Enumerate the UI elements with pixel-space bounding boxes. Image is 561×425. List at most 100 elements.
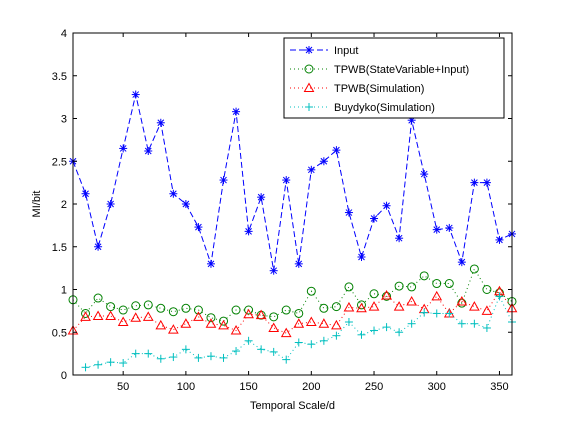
circle-shape	[469, 264, 479, 274]
data-point	[382, 323, 391, 332]
data-point	[344, 208, 353, 217]
circle-shape	[344, 282, 354, 292]
series-3	[67, 285, 518, 338]
star-stroke	[270, 267, 278, 275]
triangle-shape	[117, 316, 129, 326]
triangle-shape	[92, 310, 104, 321]
data-point	[93, 293, 103, 303]
y-tick-label: 1	[61, 285, 67, 297]
triangle-shape	[180, 318, 192, 328]
legend-item: TPWB(StateVariable+Input)	[290, 64, 469, 76]
data-point	[482, 323, 491, 332]
data-point	[394, 281, 404, 291]
star-stroke	[345, 209, 353, 216]
legend-box	[283, 37, 505, 119]
axes-layer: 50 100 150 200 250 300 350 0 0.5 1 1.5 2 2.5 3 3.5 4	[52, 28, 513, 393]
circle-shape	[382, 291, 392, 301]
data-point	[332, 331, 341, 340]
triangle-shape	[130, 312, 142, 322]
circle-shape	[231, 305, 241, 315]
data-point	[344, 317, 353, 326]
data-point	[319, 157, 328, 166]
data-point	[118, 305, 128, 315]
data-point	[381, 289, 392, 300]
legend: Input TPWB(StateVariable+Input) TPWB(Simul…	[283, 37, 505, 119]
legend-item: TPWB(Simulation)	[290, 82, 424, 95]
triangle-shape	[230, 325, 242, 335]
triangle-shape	[343, 301, 355, 312]
data-point	[319, 303, 329, 313]
data-point	[180, 318, 192, 328]
circle-shape	[269, 312, 279, 322]
data-point	[331, 302, 341, 312]
circle-shape	[394, 281, 404, 291]
data-point	[495, 292, 504, 301]
data-point	[420, 308, 429, 317]
y-tick-label: 2	[61, 199, 67, 211]
data-point	[106, 358, 115, 367]
star-stroke	[245, 228, 252, 235]
series-3-line	[72, 290, 513, 334]
data-point	[407, 282, 417, 292]
circle-shape	[304, 64, 314, 74]
data-point	[432, 225, 441, 234]
star-stroke	[395, 234, 403, 242]
triangle-shape	[356, 302, 367, 313]
data-point	[144, 146, 153, 155]
star-stroke	[433, 226, 441, 234]
star-stroke	[144, 147, 152, 155]
triangle-shape	[469, 301, 480, 311]
star-stroke	[257, 193, 265, 201]
star-stroke	[157, 119, 165, 127]
data-point	[230, 325, 242, 335]
data-point	[456, 295, 468, 306]
circle-shape	[419, 271, 429, 281]
data-point	[131, 301, 141, 311]
x-tick-label: 200	[302, 381, 320, 393]
star-stroke	[207, 260, 215, 268]
data-point	[244, 305, 254, 315]
data-point	[482, 285, 492, 294]
data-point	[331, 319, 342, 330]
star-stroke	[420, 170, 428, 178]
data-point	[457, 319, 466, 328]
data-point	[119, 359, 128, 368]
data-point	[155, 319, 167, 330]
data-point	[445, 309, 454, 318]
data-point	[80, 311, 91, 321]
data-point	[382, 201, 391, 210]
triangle-shape	[218, 319, 229, 330]
data-point	[156, 354, 165, 363]
data-point	[307, 340, 316, 349]
data-point	[119, 144, 128, 153]
data-point	[420, 170, 429, 179]
data-point	[106, 200, 115, 208]
star-stroke	[182, 200, 190, 208]
data-point	[470, 178, 479, 187]
x-tick-label: 50	[117, 381, 129, 393]
star-stroke	[305, 46, 313, 54]
data-point	[470, 319, 479, 328]
y-tick-label: 0	[61, 370, 67, 382]
data-point	[332, 146, 341, 155]
data-point	[344, 282, 354, 292]
circle-shape	[156, 303, 166, 313]
data-point	[293, 318, 305, 328]
data-point	[193, 305, 203, 315]
star-stroke	[232, 108, 240, 116]
legend-marker	[303, 82, 315, 92]
star-stroke	[82, 190, 89, 198]
data-point	[280, 327, 292, 338]
legend-label: Buydyko(Simulation)	[334, 102, 435, 114]
circle-shape	[306, 286, 316, 296]
data-point	[445, 223, 454, 232]
data-point	[406, 295, 418, 306]
triangle-shape	[293, 318, 305, 328]
data-point	[231, 305, 241, 315]
data-point	[431, 290, 443, 301]
triangle-shape	[331, 319, 342, 330]
circle-shape	[93, 293, 103, 303]
data-point	[130, 312, 142, 322]
data-point	[356, 302, 367, 313]
data-point	[206, 313, 216, 323]
